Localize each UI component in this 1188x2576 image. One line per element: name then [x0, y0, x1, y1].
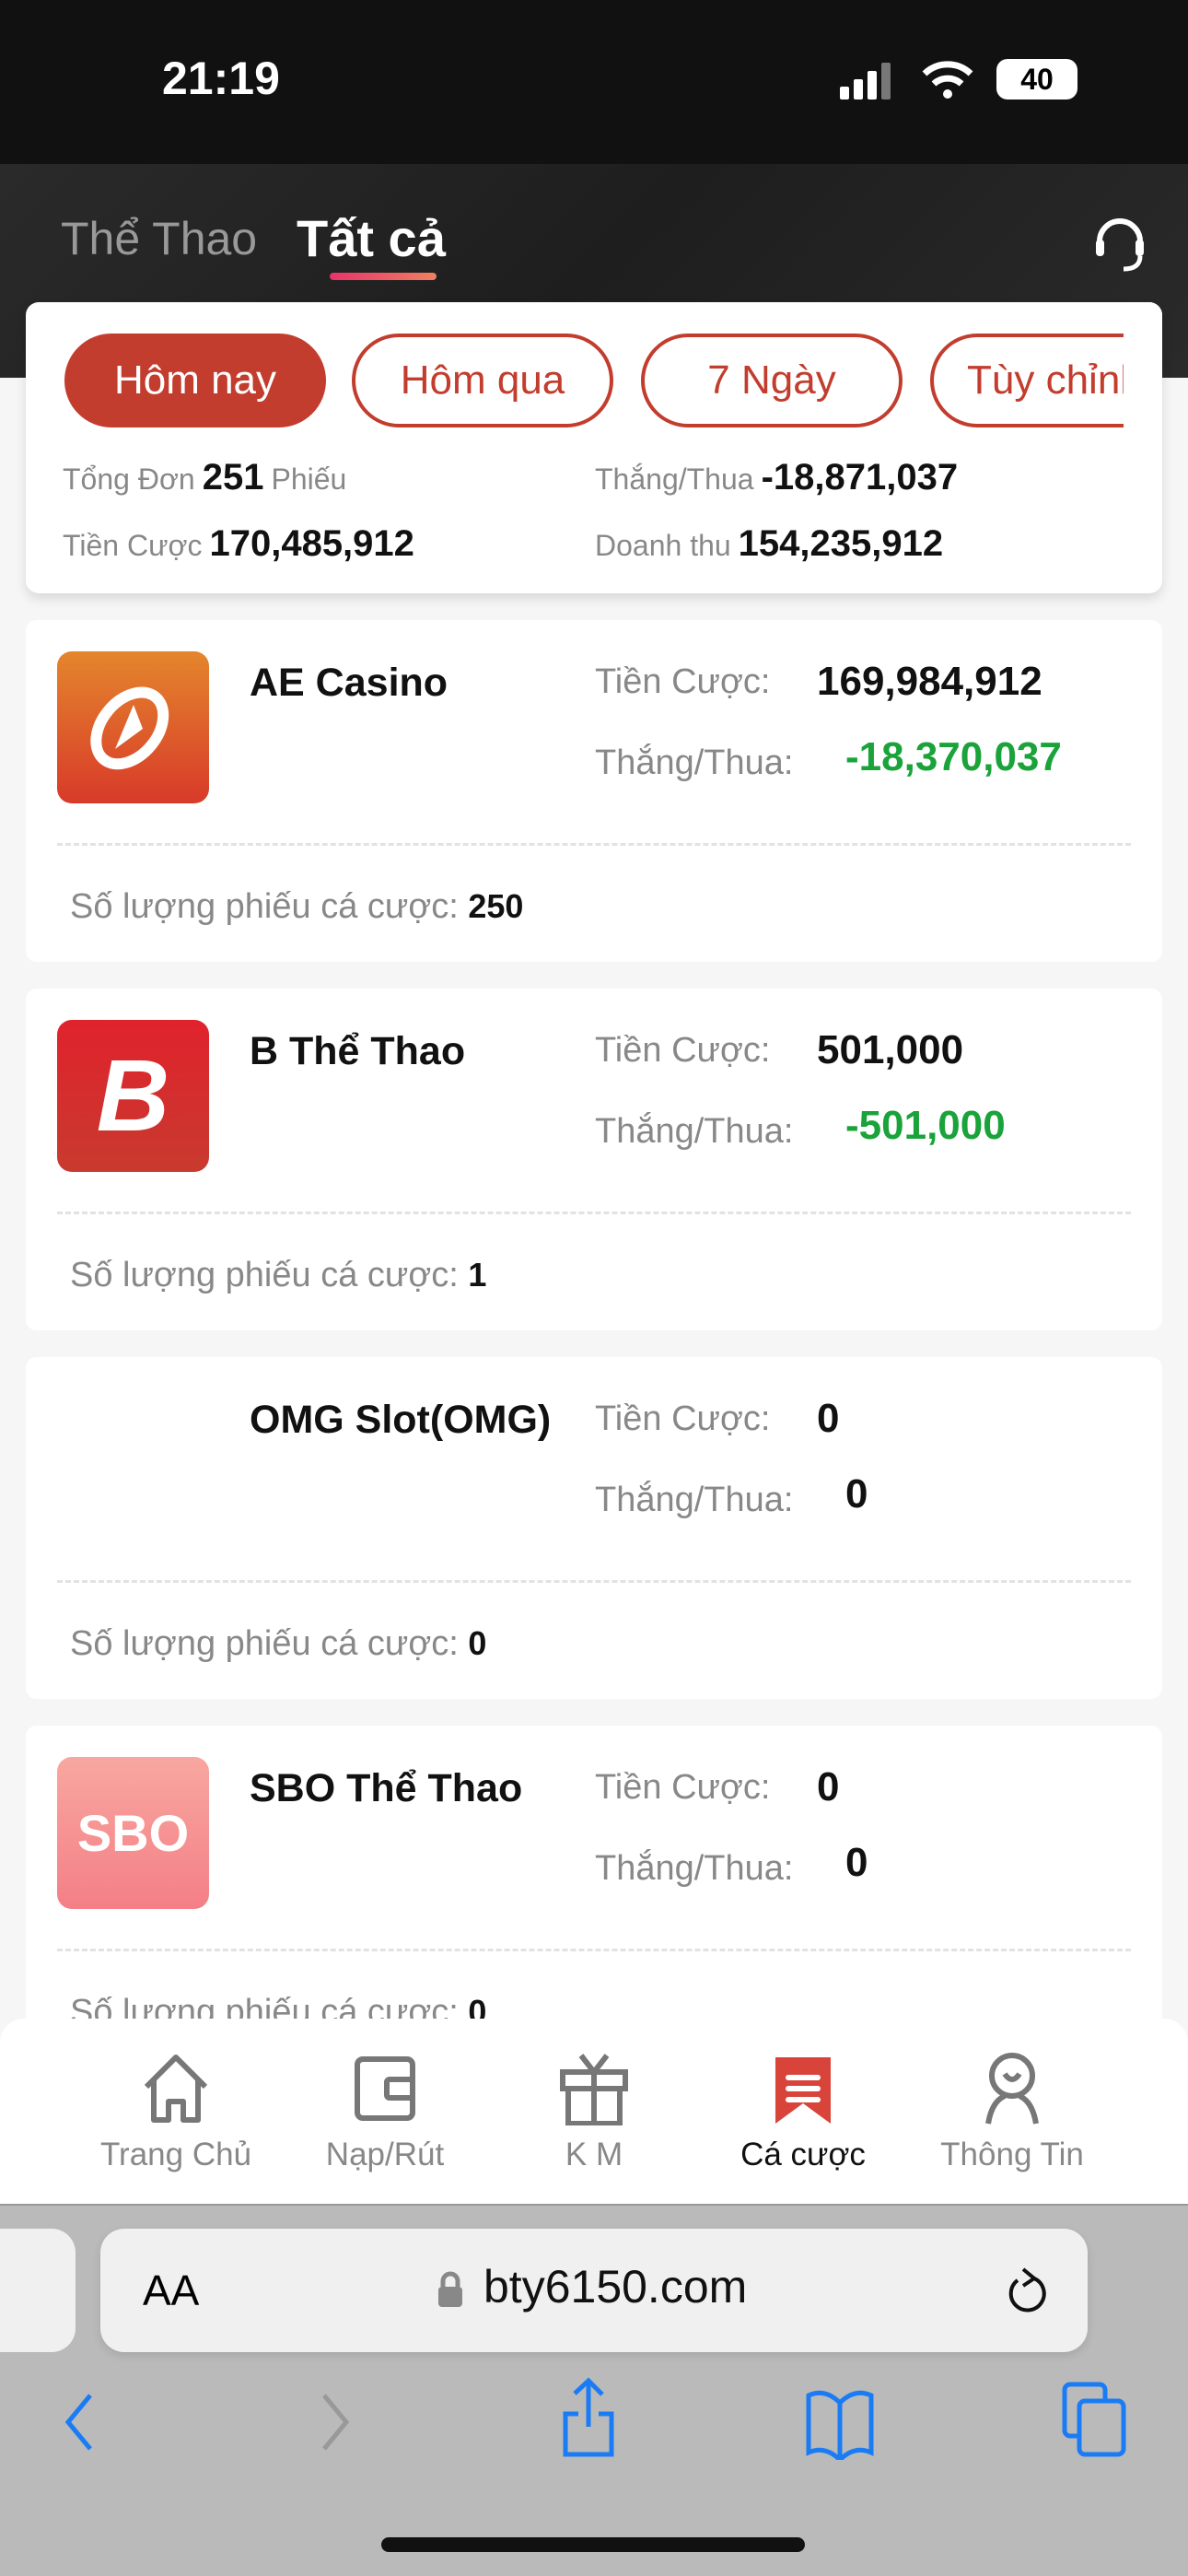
- clock: 21:19: [162, 53, 280, 104]
- divider: [57, 1212, 1131, 1214]
- gift-icon: [560, 2054, 628, 2125]
- total-bet: Tiền Cược 170,485,912: [63, 523, 414, 564]
- divider: [57, 1949, 1131, 1951]
- provider-card[interactable]: B B Thể Thao Tiền Cược: 501,000 Thắng/Thu…: [26, 989, 1162, 1330]
- bet-value: 0: [817, 1764, 840, 1809]
- wifi-icon: [922, 61, 973, 99]
- nav-home[interactable]: Trang Chủ: [70, 2019, 282, 2206]
- user-icon: [985, 2053, 1039, 2125]
- win-loss-value: 0: [845, 1471, 868, 1516]
- bet-count: Số lượng phiếu cá cược: 1: [70, 1256, 487, 1294]
- win-loss-label: Thắng/Thua:: [595, 1112, 794, 1151]
- active-tab-indicator: [330, 273, 437, 280]
- bet-value: 169,984,912: [817, 659, 1042, 704]
- bet-count: Số lượng phiếu cá cược: 0: [70, 1624, 487, 1663]
- bet-label: Tiền Cược:: [595, 1399, 771, 1438]
- provider-card[interactable]: SBO SBO Thể Thao Tiền Cược: 0 Thắng/Thua:…: [26, 1726, 1162, 2067]
- tabs-icon[interactable]: [1059, 2377, 1133, 2460]
- total-revenue: Doanh thu 154,235,912: [595, 523, 944, 564]
- home-icon: [144, 2055, 208, 2123]
- bet-value: 0: [817, 1396, 840, 1441]
- forward-icon[interactable]: [317, 2390, 354, 2454]
- filter-yesterday[interactable]: Hôm qua: [352, 334, 613, 427]
- wallet-icon: [355, 2056, 415, 2121]
- provider-name: OMG Slot(OMG): [250, 1398, 552, 1442]
- bottom-nav: Trang Chủ Nạp/Rút K M Cá cược Thông Tin: [0, 2019, 1188, 2206]
- back-icon[interactable]: [61, 2390, 98, 2454]
- nav-promotions[interactable]: K M: [488, 2019, 700, 2206]
- lock-icon: [438, 2271, 462, 2307]
- battery-icon: 40: [996, 59, 1077, 100]
- address-bar[interactable]: AA bty6150.com: [100, 2229, 1088, 2352]
- filter-7-days[interactable]: 7 Ngày: [641, 334, 903, 427]
- bet-slip-icon: [775, 2057, 831, 2124]
- home-indicator: [381, 2537, 805, 2552]
- status-bar: 21:19 40: [0, 0, 1188, 164]
- bookmarks-icon[interactable]: [803, 2386, 877, 2460]
- nav-bets[interactable]: Cá cược: [697, 2019, 909, 2206]
- total-win-loss: Thắng/Thua -18,871,037: [595, 457, 959, 498]
- win-loss-value: -501,000: [845, 1103, 1006, 1148]
- nav-profile[interactable]: Thông Tin: [906, 2019, 1118, 2206]
- sbo-logo: SBO: [57, 1757, 209, 1909]
- bet-label: Tiền Cược:: [595, 662, 771, 701]
- summary-card: Hôm nay Hôm qua 7 Ngày Tùy chỉnh Tổng Đơ…: [26, 302, 1162, 593]
- reload-icon[interactable]: [1003, 2266, 1049, 2317]
- headset-icon[interactable]: [1092, 210, 1147, 275]
- win-loss-value: -18,370,037: [845, 734, 1062, 779]
- signal-icon: [840, 63, 891, 100]
- share-icon[interactable]: [556, 2377, 621, 2460]
- nav-deposit-withdraw[interactable]: Nạp/Rút: [279, 2019, 491, 2206]
- previous-tab-preview[interactable]: [0, 2229, 76, 2352]
- divider: [57, 843, 1131, 846]
- bet-value: 501,000: [817, 1027, 964, 1072]
- provider-name: B Thể Thao: [250, 1029, 466, 1073]
- bet-count: Số lượng phiếu cá cược: 250: [70, 887, 524, 926]
- browser-chrome: AA bty6150.com: [0, 2206, 1188, 2576]
- tab-the-thao[interactable]: Thể Thao: [61, 213, 258, 264]
- divider: [57, 1580, 1131, 1583]
- win-loss-value: 0: [845, 1840, 868, 1885]
- total-orders: Tổng Đơn 251 Phiếu: [63, 457, 347, 498]
- win-loss-label: Thắng/Thua:: [595, 1849, 794, 1888]
- text-size-button[interactable]: AA: [143, 2266, 200, 2314]
- bet-label: Tiền Cược:: [595, 1031, 771, 1070]
- provider-card[interactable]: AE Casino Tiền Cược: 169,984,912 Thắng/T…: [26, 620, 1162, 962]
- b-logo-icon: B: [96, 1039, 170, 1153]
- provider-name: AE Casino: [250, 661, 448, 705]
- win-loss-label: Thắng/Thua:: [595, 744, 794, 782]
- b-the-thao-logo: B: [57, 1020, 209, 1172]
- filter-today[interactable]: Hôm nay: [64, 334, 326, 427]
- provider-name: SBO Thể Thao: [250, 1766, 523, 1810]
- bet-label: Tiền Cược:: [595, 1768, 771, 1807]
- url-text[interactable]: bty6150.com: [483, 2261, 748, 2313]
- ae-logo-icon: [89, 686, 169, 769]
- tab-tat-ca[interactable]: Tất cả: [297, 209, 446, 267]
- provider-card[interactable]: OMG Slot(OMG) Tiền Cược: 0 Thắng/Thua: 0…: [26, 1357, 1162, 1699]
- ae-casino-logo: [57, 651, 209, 803]
- win-loss-label: Thắng/Thua:: [595, 1481, 794, 1519]
